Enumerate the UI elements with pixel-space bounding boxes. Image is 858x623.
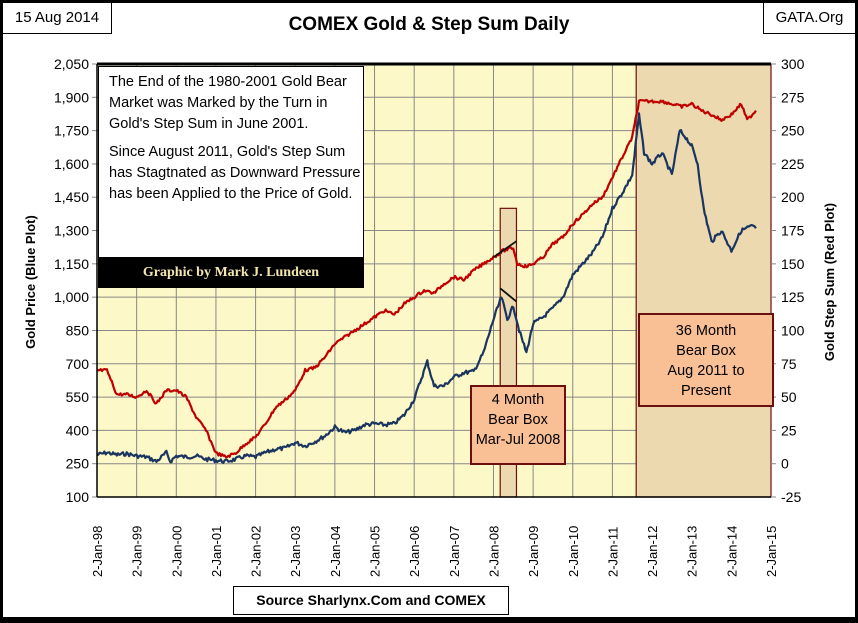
- y-tick-label: 700: [66, 356, 90, 372]
- bear-box-line: Bear Box: [676, 343, 736, 359]
- bear-box-line: Mar-Jul 2008: [475, 432, 561, 448]
- y-tick-label: 1,600: [54, 156, 89, 172]
- date-label: 15 Aug 2014: [2, 2, 112, 34]
- x-tick-label: 2-Jan-10: [566, 526, 581, 577]
- y-tick-label: 2,050: [54, 56, 89, 72]
- x-tick-label: 2-Jan-08: [486, 526, 501, 577]
- y2-tick-label: 200: [781, 189, 805, 205]
- gold-price-line: [97, 112, 757, 464]
- x-tick-label: 2-Jan-00: [169, 526, 184, 577]
- x-tick-label: 2-Jan-13: [685, 526, 700, 577]
- y-tick-label: 1,900: [54, 89, 89, 105]
- y-tick-label: 250: [66, 456, 90, 472]
- y2-tick-label: 150: [781, 256, 805, 272]
- y2-tick-label: 175: [781, 223, 805, 239]
- y-tick-label: 1,450: [54, 189, 89, 205]
- annotation-note: The End of the 1980-2001 Gold Bear Marke…: [98, 66, 364, 258]
- y2-tick-label: -25: [781, 489, 801, 505]
- y2-tick-label: 100: [781, 322, 805, 338]
- x-tick-label: 2-Jan-04: [328, 526, 343, 577]
- y2-tick-label: 0: [781, 456, 789, 472]
- x-tick-label: 2-Jan-01: [209, 526, 224, 577]
- bear-box-line: 4 Month: [491, 392, 545, 408]
- x-tick-label: 2-Jan-06: [407, 526, 422, 577]
- x-tick-label: 2-Jan-98: [90, 526, 105, 577]
- x-tick-label: 2-Jan-02: [249, 526, 264, 577]
- trend-line: [492, 240, 517, 258]
- bear-box-region: [635, 63, 772, 498]
- x-tick-label: 2-Jan-15: [764, 526, 779, 577]
- x-tick-label: 2-Jan-99: [130, 526, 145, 577]
- y2-tick-label: 225: [781, 156, 805, 172]
- x-tick-label: 2-Jan-03: [288, 526, 303, 577]
- y2-tick-label: 125: [781, 289, 805, 305]
- y-tick-label: 550: [66, 389, 90, 405]
- y-axis-right-label: Gold Step Sum (Red Plot): [822, 203, 837, 361]
- y-tick-label: 1,750: [54, 123, 89, 139]
- x-tick-label: 2-Jan-07: [447, 526, 462, 577]
- chart-title: COMEX Gold & Step Sum Daily: [288, 14, 570, 35]
- y2-tick-label: 75: [781, 356, 797, 372]
- y2-tick-label: 50: [781, 389, 797, 405]
- y2-tick-label: 250: [781, 123, 805, 139]
- x-tick-label: 2-Jan-05: [368, 526, 383, 577]
- source-label: Source Sharlynx.Com and COMEX: [233, 586, 509, 615]
- y-tick-label: 1,000: [54, 289, 89, 305]
- note-paragraph-2: Since August 2011, Gold's Step Sum has S…: [109, 144, 361, 202]
- x-tick-label: 2-Jan-09: [526, 526, 541, 577]
- y2-tick-label: 25: [781, 422, 797, 438]
- y-tick-label: 100: [66, 489, 90, 505]
- bear-box-line: Present: [681, 383, 731, 399]
- x-tick-label: 2-Jan-11: [605, 527, 620, 577]
- bear-box-label-2008: 4 Month Bear Box Mar-Jul 2008: [470, 385, 566, 465]
- x-tick-label: 2-Jan-14: [724, 526, 739, 577]
- y-tick-label: 1,150: [54, 256, 89, 272]
- note-paragraph-1: The End of the 1980-2001 Gold Bear Marke…: [109, 74, 347, 132]
- y-tick-label: 1,300: [54, 223, 89, 239]
- y-axis-left-label: Gold Price (Blue Plot): [23, 215, 38, 349]
- credit-banner: Graphic by Mark J. Lundeen: [98, 258, 364, 288]
- y-tick-label: 850: [66, 322, 90, 338]
- y2-tick-label: 275: [781, 89, 805, 105]
- bear-box-line: 36 Month: [675, 323, 737, 339]
- y-tick-label: 400: [66, 422, 90, 438]
- trend-line: [499, 287, 518, 303]
- y2-tick-label: 300: [781, 56, 805, 72]
- bear-box-line: Aug 2011 to: [667, 363, 745, 379]
- bear-box-label-2011: 36 Month Bear Box Aug 2011 to Present: [638, 313, 774, 407]
- x-tick-label: 2-Jan-12: [645, 526, 660, 577]
- bear-box-line: Bear Box: [488, 412, 548, 428]
- site-label: GATA.Org: [763, 2, 856, 34]
- step-sum-line: [96, 98, 757, 459]
